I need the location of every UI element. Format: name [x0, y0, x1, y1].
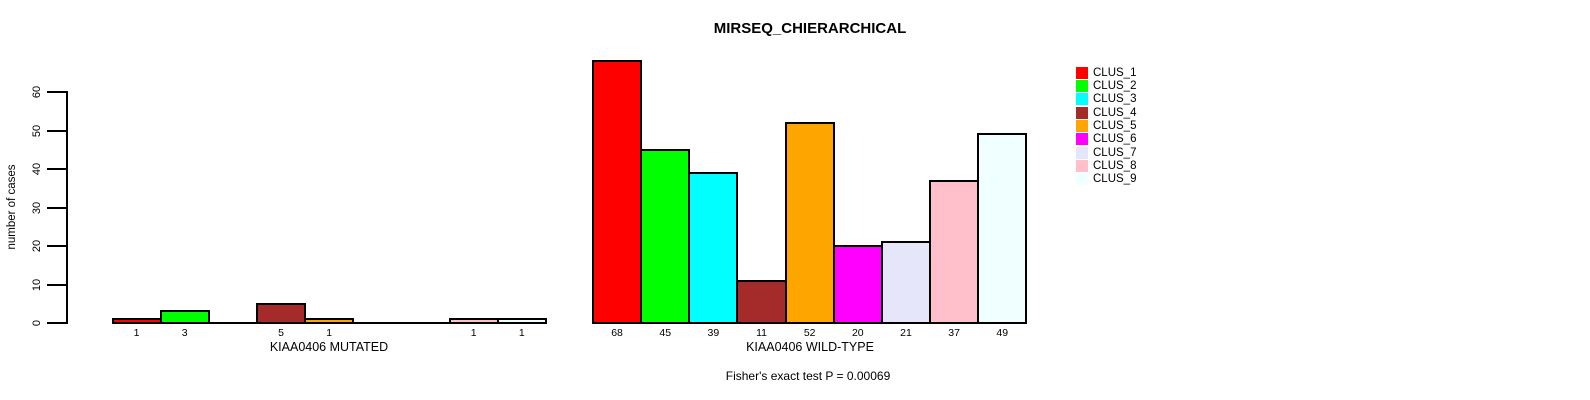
- bar-value-label: 1: [133, 327, 140, 339]
- legend-swatch-clus_5: [1076, 120, 1088, 133]
- y-axis-tick-label: 20: [31, 239, 43, 253]
- bar-value-label: 21: [900, 327, 912, 339]
- legend-row: CLUS_9: [1076, 173, 1136, 186]
- bar-value-label: 11: [756, 327, 767, 339]
- bar-clus_5: [784, 121, 835, 324]
- bar-value-label: 3: [181, 327, 188, 339]
- y-axis-tick-label: 30: [31, 201, 43, 214]
- y-axis-tick-label: 10: [31, 278, 43, 291]
- bar-value-label: 37: [948, 327, 960, 339]
- bar-clus_2: [159, 310, 210, 324]
- bar-value-label: 1: [470, 327, 477, 339]
- y-axis-tick-label: 0: [31, 319, 43, 327]
- fisher-test-note: Fisher's exact test P = 0.00069: [725, 369, 891, 383]
- bar-value-label: 39: [707, 327, 720, 339]
- y-axis-tick: [47, 91, 67, 93]
- bar-clus_9: [977, 133, 1028, 324]
- bar-clus_5: [304, 318, 355, 324]
- y-axis-tick: [47, 283, 67, 286]
- y-axis-tick: [47, 322, 67, 324]
- bar-value-label: 45: [659, 327, 672, 339]
- bar-value-label: 5: [278, 327, 284, 339]
- bar-clus_8: [929, 179, 980, 324]
- chart-title: MIRSEQ_CHIERARCHICAL: [713, 20, 907, 37]
- legend-label: CLUS_6: [1093, 133, 1137, 146]
- bar-clus_8: [448, 318, 499, 324]
- bar-clus_3: [688, 171, 739, 324]
- legend-label: CLUS_5: [1093, 120, 1137, 133]
- legend-swatch-clus_8: [1076, 160, 1088, 173]
- y-axis-label: number of cases: [6, 164, 18, 250]
- bar-value-label: 68: [611, 327, 623, 339]
- legend-label: CLUS_8: [1093, 160, 1137, 173]
- legend-swatch-clus_2: [1076, 80, 1088, 93]
- legend-row: CLUS_8: [1076, 159, 1137, 173]
- legend-label: CLUS_7: [1093, 146, 1137, 159]
- bar-clus_7: [880, 241, 932, 324]
- legend-row: CLUS_1: [1076, 66, 1136, 79]
- legend-label: CLUS_9: [1093, 173, 1137, 186]
- y-axis-tick-label: 50: [31, 124, 43, 137]
- y-axis-tick: [47, 168, 67, 170]
- y-axis-tick-label: 40: [31, 162, 43, 176]
- bar-clus_2: [640, 148, 691, 324]
- bar-clus_4: [255, 302, 307, 324]
- legend-swatch-clus_9: [1076, 173, 1088, 186]
- bar-clus_4: [736, 279, 787, 324]
- bar-clus_6: [832, 245, 883, 324]
- legend-row: CLUS_3: [1076, 93, 1136, 106]
- y-axis-tick: [47, 206, 67, 209]
- legend-swatch-clus_7: [1076, 146, 1088, 159]
- bar-clus_1: [592, 60, 643, 324]
- legend-row: CLUS_7: [1076, 146, 1136, 159]
- legend-label: CLUS_1: [1093, 66, 1137, 79]
- legend-row: CLUS_2: [1076, 79, 1137, 93]
- bar-value-label: 49: [996, 327, 1009, 339]
- legend-label: CLUS_4: [1093, 106, 1137, 119]
- legend-swatch-clus_6: [1076, 133, 1088, 146]
- y-axis-tick: [47, 129, 67, 132]
- bar-clus_1: [111, 318, 162, 324]
- legend-row: CLUS_4: [1076, 106, 1136, 119]
- legend-row: CLUS_6: [1076, 133, 1136, 146]
- bar-value-label: 1: [518, 327, 525, 339]
- bar-value-label: 52: [803, 327, 816, 339]
- x-axis-title-wildtype: KIAA0406 WILD-TYPE: [746, 340, 874, 354]
- bar-value-label: 1: [326, 327, 333, 339]
- legend-label: CLUS_2: [1093, 80, 1137, 93]
- legend-swatch-clus_1: [1076, 66, 1088, 79]
- legend-swatch-clus_3: [1076, 93, 1088, 106]
- legend-row: CLUS_5: [1076, 119, 1137, 133]
- x-axis-title-mutated: KIAA0406 MUTATED: [269, 340, 389, 354]
- y-axis-tick: [47, 245, 67, 247]
- y-axis-tick-label: 60: [31, 85, 43, 99]
- legend: CLUS_1 CLUS_2 CLUS_3 CLUS_4 CLUS_5 CLUS_6 CLUS…: [1076, 66, 1136, 186]
- legend-swatch-clus_4: [1076, 106, 1088, 119]
- legend-label: CLUS_3: [1093, 93, 1137, 106]
- bar-clus_9: [496, 318, 547, 324]
- y-axis-line: [66, 91, 68, 324]
- bar-value-label: 20: [851, 327, 864, 339]
